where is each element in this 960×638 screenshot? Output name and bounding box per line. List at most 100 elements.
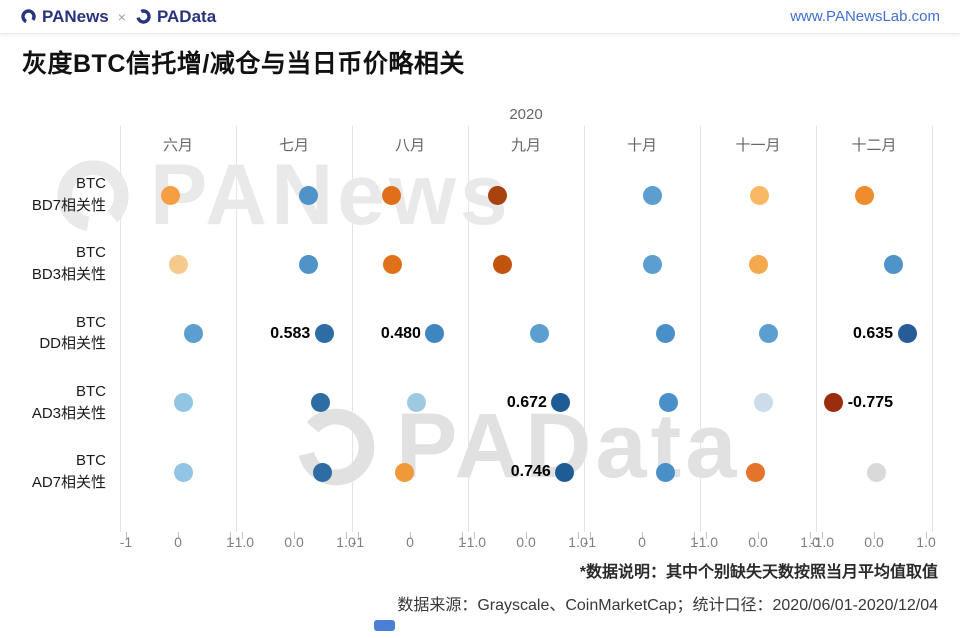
axis-tick-label: 1 — [690, 534, 698, 550]
axis-tick-label: -1 — [583, 534, 597, 550]
gridline — [700, 126, 701, 532]
footer: *数据说明：其中个别缺失天数按照当月平均值取值 数据来源：Grayscale、C… — [397, 558, 938, 615]
axis-tick-label: 0.0 — [516, 534, 536, 550]
data-point — [745, 462, 765, 482]
month-label: 六月 — [162, 137, 193, 154]
month-label: 九月 — [510, 137, 541, 154]
row-label-line: BTC — [76, 313, 106, 331]
data-point — [313, 462, 333, 482]
row-label: BTC AD3相关性 — [2, 381, 106, 425]
gridline — [352, 126, 353, 532]
axis-tick-label: 1.0 — [568, 534, 588, 550]
data-point — [855, 185, 875, 205]
gridline — [932, 126, 933, 532]
row-label-line: BTC — [76, 244, 106, 262]
panews-logo[interactable]: PANews — [20, 7, 109, 27]
value-label: 0.583 — [270, 324, 311, 342]
axis-tick-label: 0 — [174, 534, 182, 550]
padata-logo[interactable]: PAData — [135, 7, 216, 27]
data-point — [168, 254, 188, 274]
data-point — [642, 254, 662, 274]
row-label: BTC BD3相关性 — [2, 242, 106, 286]
brand-separator: × — [117, 8, 126, 25]
data-point — [310, 393, 330, 413]
padata-logo-icon — [135, 8, 152, 25]
axis-tick-label: 0.0 — [864, 534, 884, 550]
data-point — [658, 393, 678, 413]
axis-tick-label: 0 — [406, 534, 414, 550]
row-label-line: BTC — [76, 382, 106, 400]
row-label-line: AD3相关性 — [31, 404, 106, 422]
data-point — [299, 185, 319, 205]
site-url[interactable]: www.PANewsLab.com — [790, 8, 940, 25]
gridline — [816, 126, 817, 532]
axis-tick — [526, 532, 527, 539]
gridline — [120, 126, 121, 532]
axis-tick — [474, 532, 475, 539]
data-point — [897, 324, 917, 343]
data-point — [406, 393, 426, 413]
chart-title: 灰度BTC信托增/减仓与当日币价略相关 — [22, 50, 465, 78]
data-point — [173, 393, 193, 413]
month-label: 八月 — [394, 137, 425, 154]
data-point — [299, 254, 319, 274]
axis-tick — [178, 532, 179, 539]
data-point — [160, 185, 180, 205]
axis-tick — [230, 532, 231, 539]
axis-tick — [874, 532, 875, 539]
row-label-line: BD7相关性 — [31, 196, 106, 214]
axis-tick-label: -1 — [351, 534, 365, 550]
data-point — [173, 462, 193, 482]
data-point — [748, 254, 768, 274]
axis-tick — [358, 532, 359, 539]
axis-tick-label: 0.0 — [748, 534, 768, 550]
axis-tick-label: -1.0 — [809, 534, 835, 550]
data-point — [382, 185, 402, 205]
axis-tick — [758, 532, 759, 539]
data-point — [383, 254, 403, 274]
axis-tick — [410, 532, 411, 539]
data-point — [655, 462, 675, 482]
row-label-line: BTC — [76, 175, 106, 192]
value-label: 0.672 — [506, 393, 547, 411]
data-point — [314, 324, 334, 343]
data-point — [395, 462, 415, 482]
row-label-line: BD3相关性 — [31, 266, 106, 283]
value-label: -0.775 — [847, 393, 894, 411]
axis-tick — [346, 532, 347, 539]
axis-tick-label: 0 — [638, 534, 646, 550]
data-point — [425, 324, 445, 343]
axis-tick-label: 1.0 — [916, 534, 936, 550]
axis-tick — [706, 532, 707, 539]
axis-tick-label: 1 — [226, 534, 234, 550]
footnote: *数据说明：其中个别缺失天数按照当月平均值取值 — [579, 564, 938, 581]
data-point — [758, 324, 778, 343]
axis-tick — [642, 532, 643, 539]
row-labels: BTC BD7相关性 BTC BD3相关性 BTC DD相关性 BTC AD3相关性 BTC AD… — [0, 104, 114, 574]
value-label: 0.746 — [510, 463, 551, 480]
padata-logo-text: PAData — [156, 6, 217, 26]
data-point — [555, 462, 575, 482]
data-point — [487, 185, 507, 205]
axis-tick-label: 1.0 — [336, 534, 356, 550]
axis-tick-label: 0.0 — [284, 534, 304, 550]
top-bar: PANews × PAData www.PANewsLab.com — [0, 0, 960, 34]
axis-tick — [810, 532, 811, 539]
footer-brand-badge — [374, 620, 395, 631]
data-point — [749, 185, 769, 205]
brand-group: PANews × PAData — [20, 7, 216, 27]
data-point — [655, 324, 675, 343]
data-point — [551, 393, 571, 413]
axis-tick — [590, 532, 591, 539]
value-label: 0.635 — [852, 324, 894, 342]
data-source: 数据来源：Grayscale、CoinMarketCap；统计口径：2020/0… — [397, 597, 938, 614]
gridline — [468, 126, 469, 532]
value-label: 0.480 — [380, 324, 421, 342]
year-label: 2020 — [509, 106, 543, 123]
plot-area: 2020 六月 -1 0 1 七月 -1.0 0.0 1.0 八月 -1 0 1 九月 -1.0 0.0 1.… — [120, 104, 936, 574]
data-point — [824, 393, 844, 413]
axis-tick — [294, 532, 295, 539]
data-point — [642, 185, 662, 205]
axis-tick-label: 1 — [458, 534, 466, 550]
